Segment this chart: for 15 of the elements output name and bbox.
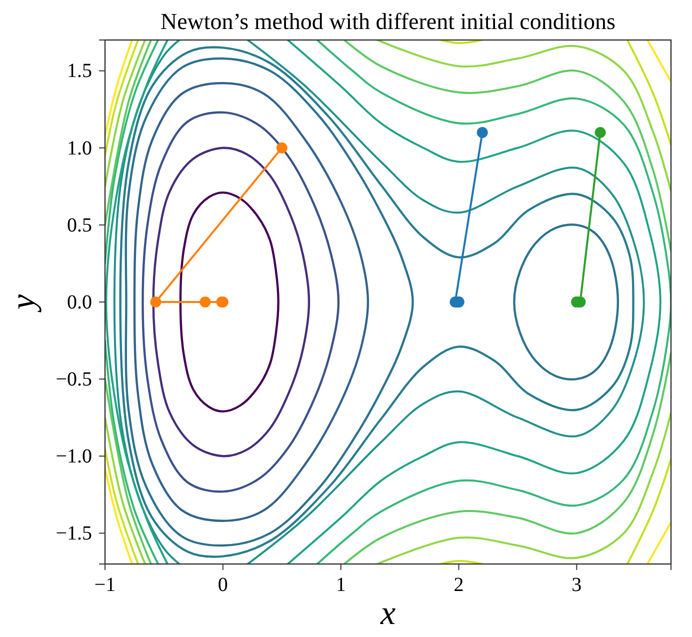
x-tick-label: 3	[572, 574, 582, 596]
y-tick-label: 1.0	[67, 137, 92, 160]
y-tick-label: 0.0	[67, 291, 92, 314]
x-tick-label: 0	[218, 574, 228, 596]
x-tick-label: 1	[336, 574, 346, 596]
x-axis-title: x	[379, 595, 396, 632]
y-tick-label: −0.5	[56, 368, 92, 390]
y-axis-title: y	[5, 294, 42, 313]
y-tick-label: 0.5	[67, 214, 92, 236]
chart-title: Newton’s method with different initial conditions	[160, 9, 616, 34]
x-tick-label: −1	[94, 574, 116, 596]
y-tick-label: 1.5	[67, 60, 92, 82]
x-tick-label: 2	[454, 574, 464, 596]
y-tick-label: −1.0	[56, 446, 92, 468]
y-tick-label: −1.5	[56, 522, 92, 545]
